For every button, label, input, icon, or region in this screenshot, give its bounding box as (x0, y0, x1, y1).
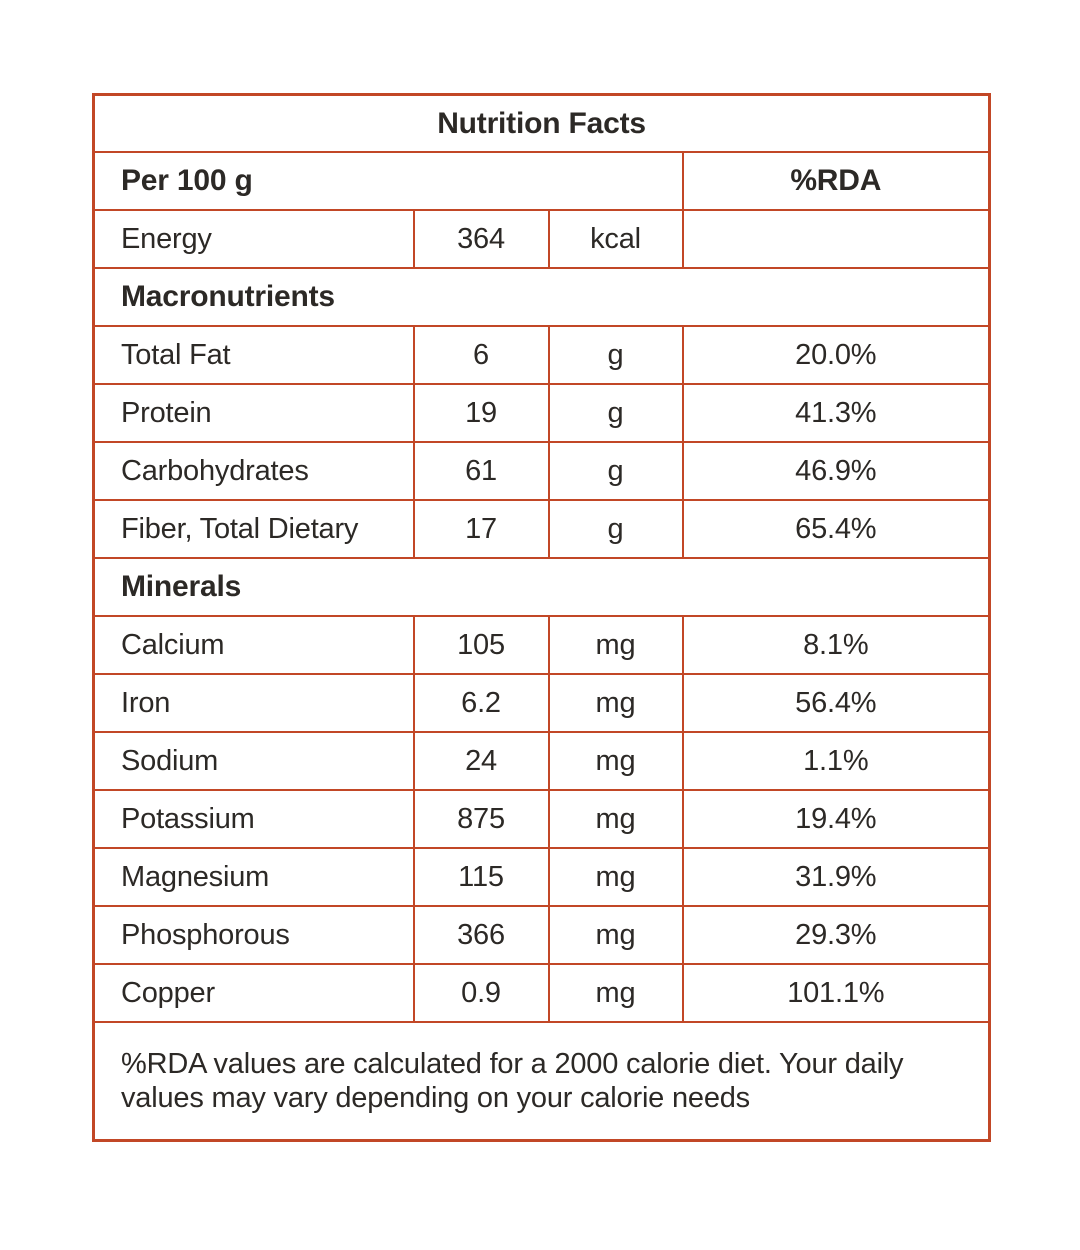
nutrient-unit: g (547, 499, 684, 559)
section-header-macronutrients: Macronutrients (92, 267, 991, 327)
nutrient-unit: g (547, 441, 684, 501)
table-row: Copper 0.9 mg 101.1% (92, 963, 991, 1023)
table-row: Sodium 24 mg 1.1% (92, 731, 991, 791)
nutrient-value: 105 (412, 615, 550, 675)
table-row: Magnesium 115 mg 31.9% (92, 847, 991, 907)
nutrient-label: Total Fat (92, 325, 415, 385)
nutrient-value: 6 (412, 325, 550, 385)
nutrient-label: Protein (92, 383, 415, 443)
nutrient-rda: 46.9% (681, 441, 991, 501)
nutrient-value: 24 (412, 731, 550, 791)
nutrient-value: 17 (412, 499, 550, 559)
table-row: Total Fat 6 g 20.0% (92, 325, 991, 385)
nutrient-label: Copper (92, 963, 415, 1023)
nutrient-unit: mg (547, 789, 684, 849)
nutrient-rda (681, 209, 991, 269)
nutrient-label: Energy (92, 209, 415, 269)
nutrient-unit: kcal (547, 209, 684, 269)
nutrient-value: 366 (412, 905, 550, 965)
nutrient-rda: 8.1% (681, 615, 991, 675)
section-header-label: Macronutrients (92, 267, 991, 327)
nutrient-value: 19 (412, 383, 550, 443)
nutrient-rda: 19.4% (681, 789, 991, 849)
table-row: Fiber, Total Dietary 17 g 65.4% (92, 499, 991, 559)
nutrient-label: Calcium (92, 615, 415, 675)
nutrient-label: Potassium (92, 789, 415, 849)
nutrient-rda: 31.9% (681, 847, 991, 907)
section-header-label: Minerals (92, 557, 991, 617)
nutrient-label: Phosphorous (92, 905, 415, 965)
serving-size-label: Per 100 g (92, 151, 684, 211)
table-title-row: Nutrition Facts (92, 93, 991, 153)
table-row: Carbohydrates 61 g 46.9% (92, 441, 991, 501)
nutrient-value: 6.2 (412, 673, 550, 733)
nutrient-value: 875 (412, 789, 550, 849)
table-row: Potassium 875 mg 19.4% (92, 789, 991, 849)
nutrient-unit: mg (547, 963, 684, 1023)
table-title: Nutrition Facts (92, 93, 991, 153)
nutrient-unit: mg (547, 615, 684, 675)
nutrient-unit: mg (547, 731, 684, 791)
nutrient-rda: 20.0% (681, 325, 991, 385)
table-row: Calcium 105 mg 8.1% (92, 615, 991, 675)
nutrient-rda: 65.4% (681, 499, 991, 559)
nutrient-value: 115 (412, 847, 550, 907)
nutrient-unit: g (547, 383, 684, 443)
nutrient-value: 61 (412, 441, 550, 501)
nutrient-label: Fiber, Total Dietary (92, 499, 415, 559)
serving-header-row: Per 100 g %RDA (92, 151, 991, 211)
nutrient-label: Iron (92, 673, 415, 733)
table-row: Protein 19 g 41.3% (92, 383, 991, 443)
nutrition-facts-table: Nutrition Facts Per 100 g %RDA Energy 36… (92, 93, 992, 1142)
footnote-row: %RDA values are calculated for a 2000 ca… (92, 1021, 991, 1142)
rda-footnote-text: %RDA values are calculated for a 2000 ca… (92, 1021, 991, 1142)
nutrient-value: 364 (412, 209, 550, 269)
nutrient-rda: 1.1% (681, 731, 991, 791)
nutrient-label: Magnesium (92, 847, 415, 907)
nutrient-rda: 29.3% (681, 905, 991, 965)
nutrient-unit: mg (547, 673, 684, 733)
nutrient-label: Carbohydrates (92, 441, 415, 501)
table-row-energy: Energy 364 kcal (92, 209, 991, 269)
table-row: Phosphorous 366 mg 29.3% (92, 905, 991, 965)
rda-column-header: %RDA (681, 151, 991, 211)
nutrient-rda: 56.4% (681, 673, 991, 733)
nutrient-value: 0.9 (412, 963, 550, 1023)
nutrient-unit: mg (547, 847, 684, 907)
nutrient-rda: 41.3% (681, 383, 991, 443)
section-header-minerals: Minerals (92, 557, 991, 617)
nutrient-unit: mg (547, 905, 684, 965)
nutrient-rda: 101.1% (681, 963, 991, 1023)
nutrient-unit: g (547, 325, 684, 385)
nutrient-label: Sodium (92, 731, 415, 791)
table-row: Iron 6.2 mg 56.4% (92, 673, 991, 733)
